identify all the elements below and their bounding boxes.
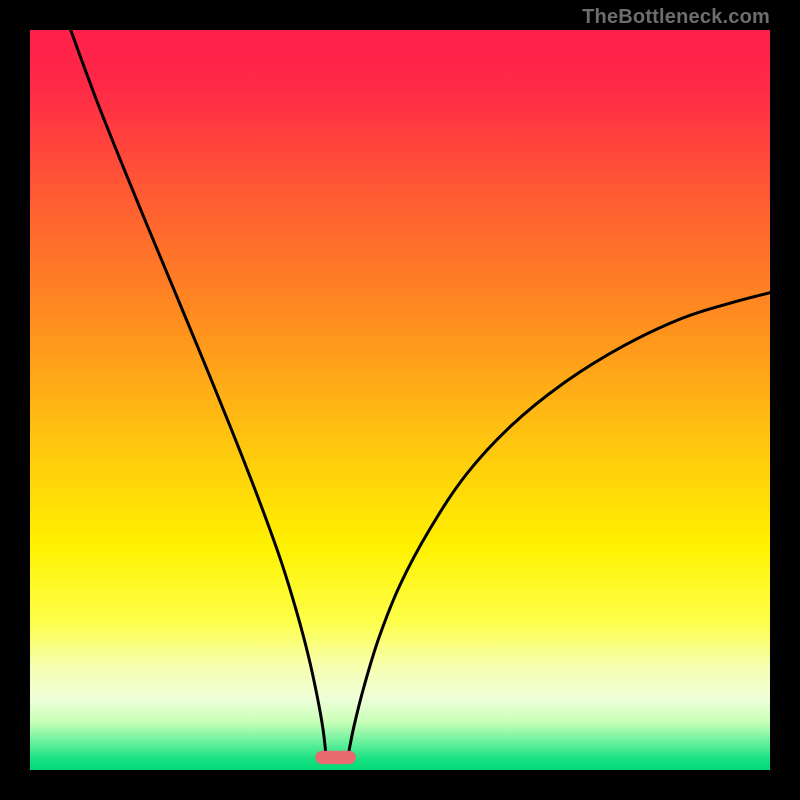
curve-layer: [30, 30, 770, 770]
watermark-text: TheBottleneck.com: [582, 6, 770, 29]
chart-frame: TheBottleneck.com: [0, 0, 800, 800]
curve-left: [71, 30, 326, 755]
plot-area: [30, 30, 770, 770]
minimum-marker: [315, 751, 356, 764]
curve-right: [348, 293, 770, 756]
